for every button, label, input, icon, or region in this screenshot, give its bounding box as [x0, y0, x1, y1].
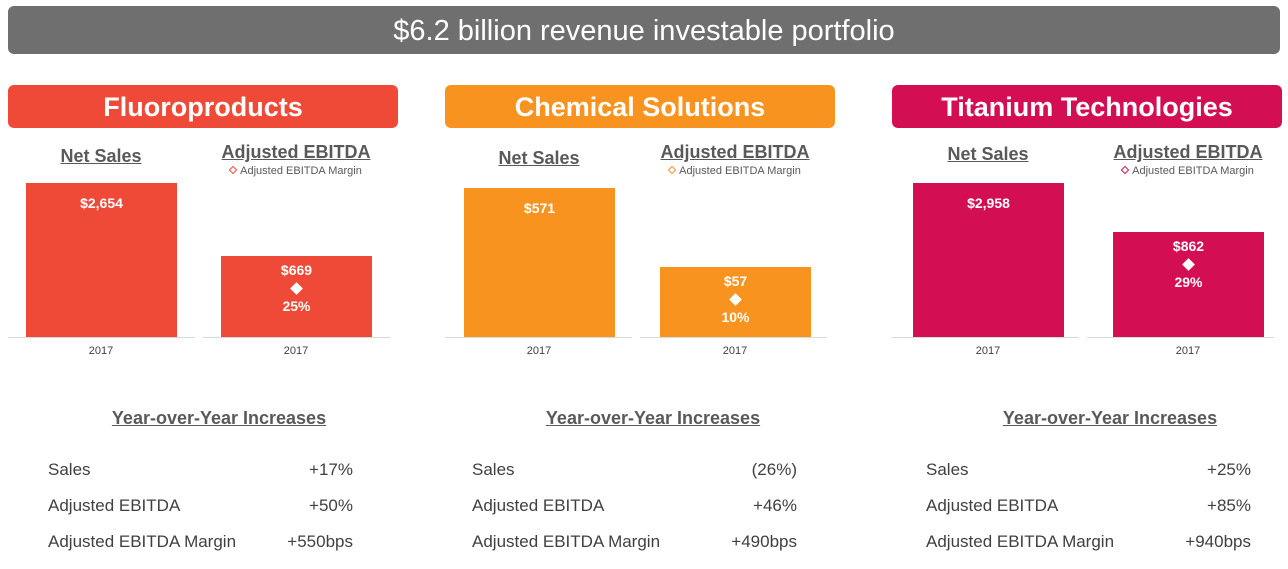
- yoy-value: +25%: [1207, 460, 1251, 479]
- segment-panel: Fluoroproducts Net Sales Adjusted EBITDA…: [8, 0, 400, 569]
- axis-line: [892, 337, 1079, 338]
- yoy-label: Sales: [48, 460, 91, 479]
- yoy-label: Adjusted EBITDA: [926, 496, 1059, 515]
- yoy-label: Adjusted EBITDA: [472, 496, 605, 515]
- axis-line: [1087, 337, 1274, 338]
- yoy-value: +940bps: [1185, 532, 1251, 551]
- year-label: 2017: [975, 345, 1001, 357]
- diamond-icon: [290, 282, 303, 295]
- diamond-icon: [729, 293, 742, 306]
- yoy-label: Adjusted EBITDA Margin: [48, 532, 237, 551]
- yoy-label: Sales: [472, 460, 515, 479]
- page-title: $6.2 billion revenue investable portfoli…: [8, 6, 1280, 54]
- axis-line: [640, 337, 827, 338]
- year-label: 2017: [88, 345, 114, 357]
- legend-label: Adjusted EBITDA Margin: [240, 165, 362, 177]
- year-label: 2017: [722, 345, 748, 357]
- yoy-value: (26%): [751, 460, 797, 479]
- net-sales-value: $571: [523, 200, 556, 216]
- axis-line: [203, 337, 390, 338]
- axis-line: [445, 337, 632, 338]
- ebitda-bar: $669 25%: [221, 256, 372, 337]
- legend-label: Adjusted EBITDA Margin: [679, 165, 801, 177]
- yoy-label: Adjusted EBITDA Margin: [472, 532, 661, 551]
- ebitda-bar: $862 29%: [1113, 232, 1264, 337]
- axis-line: [8, 337, 195, 338]
- legend: Adjusted EBITDA Margin: [1093, 165, 1283, 177]
- margin-value: 10%: [721, 309, 750, 325]
- segment-panel: Chemical Solutions Net Sales Adjusted EB…: [445, 0, 837, 569]
- ebitda-value: $669: [280, 262, 313, 278]
- diamond-icon: [228, 165, 238, 175]
- yoy-value: +17%: [309, 460, 353, 479]
- ebitda-heading: Adjusted EBITDA: [1113, 142, 1263, 162]
- net-sales-bar: $571: [464, 188, 615, 337]
- yoy-value: +46%: [753, 496, 797, 515]
- legend-label: Adjusted EBITDA Margin: [1132, 165, 1254, 177]
- segment-panel: Titanium Technologies Net Sales Adjusted…: [892, 0, 1284, 569]
- segment-title: Titanium Technologies: [892, 85, 1282, 128]
- yoy-heading: Year-over-Year Increases: [111, 408, 327, 428]
- year-label: 2017: [1175, 345, 1201, 357]
- legend: Adjusted EBITDA Margin: [201, 165, 391, 177]
- yoy-label: Adjusted EBITDA Margin: [926, 532, 1115, 551]
- ebitda-bar: $57 10%: [660, 267, 811, 337]
- yoy-label: Sales: [926, 460, 969, 479]
- year-label: 2017: [283, 345, 309, 357]
- diamond-icon: [1182, 258, 1195, 271]
- net-sales-heading: Net Sales: [498, 148, 580, 168]
- net-sales-value: $2,958: [967, 195, 1010, 211]
- segment-title: Chemical Solutions: [445, 85, 835, 128]
- net-sales-bar: $2,654: [26, 183, 177, 337]
- ebitda-heading: Adjusted EBITDA: [221, 142, 371, 162]
- ebitda-value: $862: [1172, 238, 1205, 254]
- ebitda-value: $57: [723, 273, 748, 289]
- margin-value: 25%: [282, 298, 311, 314]
- ebitda-heading: Adjusted EBITDA: [660, 142, 810, 162]
- net-sales-value: $2,654: [80, 195, 123, 211]
- segment-title: Fluoroproducts: [8, 85, 398, 128]
- yoy-heading: Year-over-Year Increases: [1002, 408, 1218, 428]
- net-sales-heading: Net Sales: [60, 146, 142, 166]
- year-label: 2017: [526, 345, 552, 357]
- legend: Adjusted EBITDA Margin: [640, 165, 830, 177]
- net-sales-bar: $2,958: [913, 183, 1064, 337]
- yoy-value: +490bps: [731, 532, 797, 551]
- yoy-label: Adjusted EBITDA: [48, 496, 181, 515]
- yoy-value: +550bps: [287, 532, 353, 551]
- yoy-value: +85%: [1207, 496, 1251, 515]
- yoy-heading: Year-over-Year Increases: [545, 408, 761, 428]
- margin-value: 29%: [1174, 274, 1203, 290]
- net-sales-heading: Net Sales: [947, 144, 1029, 164]
- yoy-value: +50%: [309, 496, 353, 515]
- diamond-icon: [1120, 165, 1130, 175]
- diamond-icon: [667, 165, 677, 175]
